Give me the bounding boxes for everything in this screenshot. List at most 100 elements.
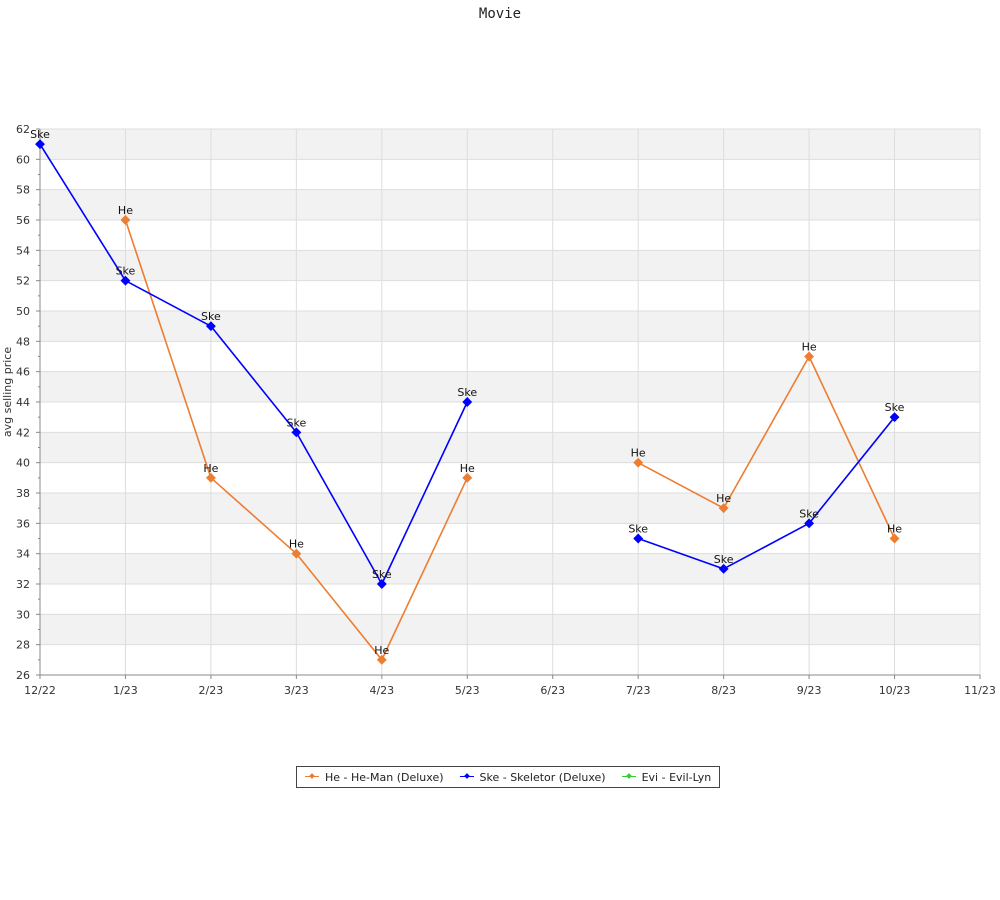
x-tick-label: 1/23 xyxy=(113,684,138,697)
data-label-he-man: He xyxy=(203,462,218,475)
series-line-skeletor xyxy=(295,431,383,585)
y-axis-title: avg selling price xyxy=(1,347,14,437)
series-line-he-man xyxy=(381,477,468,661)
data-point-skeletor xyxy=(889,412,900,423)
y-tick-label: 46 xyxy=(16,366,30,379)
legend-swatch-evil-lyn xyxy=(621,773,636,781)
data-point-he-man xyxy=(120,215,131,225)
series-line-skeletor xyxy=(125,279,212,327)
y-tick-label: 32 xyxy=(16,578,30,591)
data-point-skeletor xyxy=(376,579,387,589)
data-label-he-man: He xyxy=(289,538,304,551)
data-point-skeletor xyxy=(205,321,216,332)
legend-swatch-he-man xyxy=(305,773,319,781)
y-tick-label: 30 xyxy=(16,608,30,621)
grid-band xyxy=(40,432,980,463)
data-label-skeletor: Ske xyxy=(457,386,477,399)
y-tick-label: 36 xyxy=(16,517,30,530)
y-tick-label: 40 xyxy=(16,457,30,470)
data-label-he-man: He xyxy=(118,204,133,217)
data-point-skeletor xyxy=(718,563,729,574)
legend-label-skeletor: Ske - Skeletor (Deluxe) xyxy=(479,770,606,784)
legend-swatch-skeletor xyxy=(459,773,474,781)
data-label-skeletor: Ske xyxy=(628,523,648,536)
data-label-skeletor: Ske xyxy=(201,310,221,323)
series-line-he-man xyxy=(124,219,212,479)
y-tick-label: 48 xyxy=(16,335,30,348)
data-label-skeletor: Ske xyxy=(799,507,819,520)
data-point-he-man xyxy=(718,503,729,514)
data-point-skeletor xyxy=(35,139,45,150)
x-tick-label: 6/23 xyxy=(540,684,565,697)
grid-band xyxy=(40,129,980,160)
legend-label-evil-lyn: Evi - Evil-Lyn xyxy=(641,770,712,784)
x-tick-label: 5/23 xyxy=(455,684,480,697)
data-label-skeletor: Ske xyxy=(30,128,50,141)
y-tick-label: 50 xyxy=(16,305,30,318)
x-tick-label: 8/23 xyxy=(711,684,736,697)
data-point-skeletor xyxy=(462,397,473,407)
legend-item-he-man: He - He-Man (Deluxe) xyxy=(305,771,444,784)
y-tick-label: 28 xyxy=(16,639,30,652)
data-label-skeletor: Ske xyxy=(885,401,905,414)
chart-title: Movie xyxy=(478,6,522,22)
grid-band xyxy=(40,250,980,281)
x-tick-label: 9/23 xyxy=(797,684,822,697)
grid-band xyxy=(40,311,980,342)
data-label-he-man: He xyxy=(631,447,646,460)
series-line-he-man xyxy=(637,461,725,509)
y-tick-label: 60 xyxy=(16,153,30,166)
data-point-skeletor xyxy=(633,533,644,544)
series-line-skeletor xyxy=(210,325,297,433)
legend-item-evil-lyn: Evi - Evil-Lyn xyxy=(621,770,712,784)
data-point-he-man xyxy=(889,533,900,544)
y-tick-label: 38 xyxy=(16,487,30,500)
data-label-skeletor: Ske xyxy=(714,553,734,566)
series-line-skeletor xyxy=(723,522,810,570)
y-tick-label: 44 xyxy=(16,396,30,409)
grid-band xyxy=(40,553,980,584)
data-label-he-man: He xyxy=(374,644,389,657)
data-label-skeletor: Ske xyxy=(372,568,392,581)
series-line-skeletor xyxy=(637,537,724,570)
grid-band xyxy=(40,493,980,524)
x-tick-label: 3/23 xyxy=(284,684,309,697)
grid-band xyxy=(40,614,980,645)
chart-legend: He - He-Man (Deluxe) Ske - Skeletor (Del… xyxy=(296,766,721,788)
x-tick-label: 2/23 xyxy=(199,684,224,697)
data-point-skeletor xyxy=(804,518,815,529)
y-tick-label: 56 xyxy=(16,214,30,227)
series-line-skeletor xyxy=(381,401,468,585)
series-line-skeletor xyxy=(808,416,896,524)
y-tick-label: 52 xyxy=(16,275,30,288)
grid-band xyxy=(40,189,980,220)
data-point-he-man xyxy=(804,351,815,362)
y-tick-label: 54 xyxy=(16,244,30,257)
y-tick-label: 58 xyxy=(16,184,30,197)
legend-label-he-man: He - He-Man (Deluxe) xyxy=(325,770,444,784)
x-tick-label: 12/22 xyxy=(24,684,56,697)
series-line-he-man xyxy=(295,553,383,661)
x-tick-label: 10/23 xyxy=(879,684,911,697)
data-label-he-man: He xyxy=(887,523,902,536)
series-line-skeletor xyxy=(39,143,127,282)
y-tick-label: 62 xyxy=(16,123,30,136)
data-label-he-man: He xyxy=(460,462,475,475)
data-label-he-man: He xyxy=(716,492,731,505)
data-label-he-man: He xyxy=(802,341,817,354)
series-line-he-man xyxy=(210,477,297,555)
y-tick-label: 42 xyxy=(16,426,30,439)
data-point-he-man xyxy=(462,472,473,483)
data-point-skeletor xyxy=(291,427,302,438)
data-label-skeletor: Ske xyxy=(116,265,136,278)
data-label-skeletor: Ske xyxy=(286,416,306,429)
series-line-he-man xyxy=(808,356,896,539)
data-point-he-man xyxy=(291,548,302,559)
data-point-he-man xyxy=(205,472,216,483)
series-line-he-man xyxy=(722,356,810,509)
y-tick-label: 34 xyxy=(16,548,30,561)
x-tick-label: 4/23 xyxy=(369,684,394,697)
data-point-he-man xyxy=(633,457,644,468)
data-point-he-man xyxy=(376,654,387,665)
